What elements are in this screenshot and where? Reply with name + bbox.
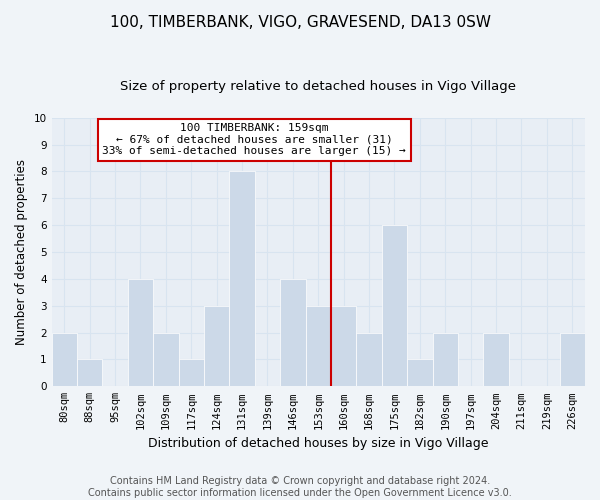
Bar xyxy=(128,279,153,386)
Text: 100, TIMBERBANK, VIGO, GRAVESEND, DA13 0SW: 100, TIMBERBANK, VIGO, GRAVESEND, DA13 0… xyxy=(110,15,491,30)
Bar xyxy=(52,332,77,386)
Bar xyxy=(484,332,509,386)
Text: Contains HM Land Registry data © Crown copyright and database right 2024.
Contai: Contains HM Land Registry data © Crown c… xyxy=(88,476,512,498)
Bar xyxy=(153,332,179,386)
Bar xyxy=(77,360,103,386)
Y-axis label: Number of detached properties: Number of detached properties xyxy=(15,159,28,345)
Bar xyxy=(560,332,585,386)
Title: Size of property relative to detached houses in Vigo Village: Size of property relative to detached ho… xyxy=(120,80,516,93)
Bar xyxy=(305,306,331,386)
Bar xyxy=(331,306,356,386)
Bar xyxy=(280,279,305,386)
Bar xyxy=(204,306,229,386)
Bar xyxy=(179,360,204,386)
Bar xyxy=(229,172,255,386)
X-axis label: Distribution of detached houses by size in Vigo Village: Distribution of detached houses by size … xyxy=(148,437,488,450)
Bar xyxy=(382,225,407,386)
Bar xyxy=(407,360,433,386)
Bar xyxy=(356,332,382,386)
Text: 100 TIMBERBANK: 159sqm
← 67% of detached houses are smaller (31)
33% of semi-det: 100 TIMBERBANK: 159sqm ← 67% of detached… xyxy=(103,123,406,156)
Bar xyxy=(433,332,458,386)
